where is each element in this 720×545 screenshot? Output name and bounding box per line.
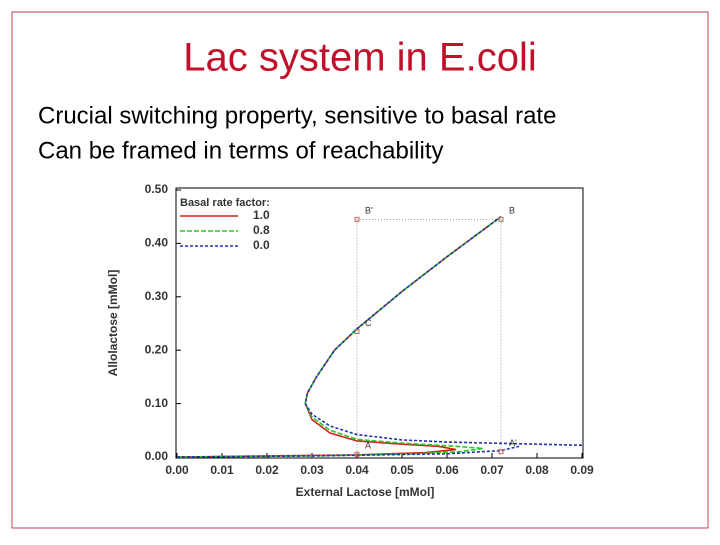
legend-label: 0.8 xyxy=(253,223,270,237)
legend-label: 1.0 xyxy=(253,208,270,222)
series-line xyxy=(176,445,520,458)
slide-title: Lac system in E.coli xyxy=(183,36,536,80)
annotation-point xyxy=(354,451,360,457)
bullet: Crucial switching property, sensitive to… xyxy=(38,102,556,129)
annotation-label: B xyxy=(509,206,515,216)
slide-border xyxy=(11,11,709,529)
series-line xyxy=(304,216,583,447)
x-tick-label: 0.01 xyxy=(210,463,234,477)
x-tick-label: 0.08 xyxy=(525,463,549,477)
x-tick-label: 0.09 xyxy=(570,463,594,477)
annotation-label: A' xyxy=(509,438,517,448)
annotation-point xyxy=(498,449,504,455)
y-tick-label: 0.40 xyxy=(145,236,169,250)
annotation-label: C xyxy=(365,318,372,328)
x-tick-label: 0.07 xyxy=(480,463,504,477)
y-tick-label: 0.50 xyxy=(145,182,169,196)
x-tick-label: 0.00 xyxy=(165,463,189,477)
x-tick-label: 0.06 xyxy=(435,463,459,477)
y-tick-label: 0.10 xyxy=(145,396,169,410)
series-line xyxy=(176,216,502,458)
x-tick-label: 0.03 xyxy=(300,463,324,477)
annotation-label: A xyxy=(365,441,371,451)
x-tick-label: 0.02 xyxy=(255,463,279,477)
annotation-label: B' xyxy=(365,206,373,216)
x-tick-label: 0.04 xyxy=(345,463,369,477)
annotation-point xyxy=(354,329,360,335)
y-tick-label: 0.30 xyxy=(145,289,169,303)
y-tick-label: 0.00 xyxy=(145,449,169,463)
legend-label: 0.0 xyxy=(253,238,270,252)
plot-frame xyxy=(175,187,584,459)
x-axis-label: External Lactose [mMol] xyxy=(296,485,435,499)
y-tick-label: 0.20 xyxy=(145,342,169,356)
annotation-point xyxy=(498,216,504,222)
x-tick-label: 0.05 xyxy=(390,463,414,477)
y-axis-label: Allolactose [mMol] xyxy=(106,270,120,377)
annotation-point xyxy=(354,216,360,222)
legend-title: Basal rate factor: xyxy=(180,197,270,209)
bullet: Can be framed in terms of reachability xyxy=(38,137,444,164)
